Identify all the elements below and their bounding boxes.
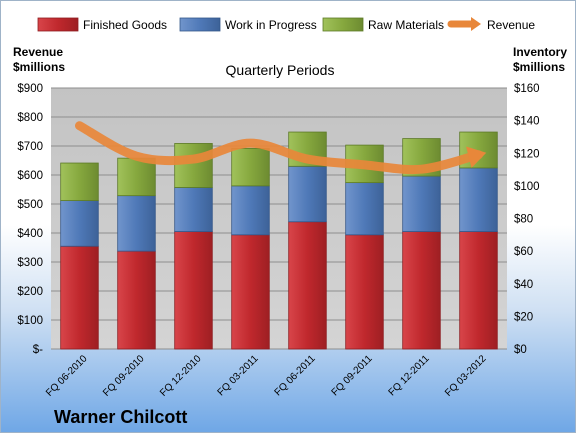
right-axis: $0 $20 $40 $60 $80 $100 $120 $140 $160 [514, 83, 540, 356]
x-tick-label: FQ 03-2011 [216, 353, 261, 398]
x-tick-label: FQ 09-2011 [330, 353, 375, 398]
left-axis-title-line1: Revenue [13, 45, 63, 59]
x-tick-label: FQ 12-2010 [158, 353, 204, 399]
left-tick-label: $700 [17, 141, 43, 153]
left-tick-label: $600 [17, 170, 43, 182]
x-tick-label: FQ 06-2011 [273, 353, 318, 398]
right-tick-label: $120 [514, 148, 540, 160]
legend-swatch-work-in-progress [179, 17, 221, 32]
bar-finished-goods [231, 234, 270, 350]
chart-title: Quarterly Periods [226, 62, 335, 78]
left-tick-label: $- [33, 344, 43, 356]
x-tick-label: FQ 03-2012 [443, 353, 489, 399]
left-tick-label: $400 [17, 228, 43, 240]
legend-label-work-in-progress: Work in Progress [225, 18, 317, 32]
bars [60, 131, 498, 350]
right-tick-label: $160 [514, 83, 540, 95]
bar-work-in-progress [345, 182, 384, 236]
legend-label-raw-materials: Raw Materials [368, 18, 444, 32]
revenue-line-path [75, 121, 483, 175]
x-tick-label: FQ 12-2011 [387, 353, 432, 398]
right-tick-label: $60 [514, 246, 533, 258]
right-axis-title-line2: $millions [513, 60, 565, 74]
left-tick-label: $300 [17, 257, 43, 269]
right-tick-label: $20 [514, 311, 533, 323]
left-axis-title-line2: $millions [13, 60, 65, 74]
left-tick-label: $100 [17, 315, 43, 327]
left-tick-label: $200 [17, 286, 43, 298]
left-axis: $- $100 $200 $300 $400 $500 $600 $700 $800 $900 [17, 83, 43, 356]
legend-label-finished-goods: Finished Goods [83, 18, 167, 32]
left-tick-label: $500 [17, 199, 43, 211]
left-tick-label: $900 [17, 83, 43, 95]
bar-finished-goods [174, 231, 213, 350]
x-axis: FQ 06-2010 FQ 09-2010 FQ 12-2010 FQ 03-2011… [44, 353, 489, 399]
bar-raw-materials [174, 143, 213, 188]
legend-swatch-finished-goods [37, 17, 79, 32]
right-tick-label: $40 [514, 279, 533, 291]
legend-label-revenue: Revenue [487, 18, 535, 32]
bar-finished-goods [459, 231, 498, 350]
bar-raw-materials [117, 157, 156, 197]
right-tick-label: $0 [514, 344, 527, 356]
company-name: Warner Chilcott [54, 407, 187, 427]
left-tick-label: $800 [17, 112, 43, 124]
legend-swatch-raw-materials [322, 17, 364, 32]
legend-swatch-revenue-arrowhead [471, 17, 481, 31]
bar-work-in-progress [174, 187, 213, 232]
bar-finished-goods [402, 231, 441, 350]
bar-raw-materials [231, 147, 270, 187]
revenue-line [75, 121, 487, 175]
bar-raw-materials [60, 162, 99, 201]
revenue-line-arrowhead [466, 146, 487, 168]
bar-work-in-progress [288, 165, 327, 223]
bar-work-in-progress [60, 200, 99, 247]
bar-work-in-progress [459, 167, 498, 232]
bar-finished-goods [117, 250, 156, 350]
bar-finished-goods [288, 221, 327, 350]
bar-work-in-progress [231, 185, 270, 236]
x-tick-label: FQ 09-2010 [101, 353, 147, 399]
bar-finished-goods [60, 245, 99, 350]
right-tick-label: $80 [514, 214, 533, 226]
right-axis-title-line1: Inventory [513, 45, 567, 59]
legend: Finished Goods Work in Progress Raw Mate… [37, 17, 535, 32]
bar-work-in-progress [117, 195, 156, 252]
right-tick-label: $140 [514, 116, 540, 128]
bar-finished-goods [345, 234, 384, 350]
right-tick-label: $100 [514, 181, 540, 193]
x-tick-label: FQ 06-2010 [44, 353, 90, 399]
bar-work-in-progress [402, 175, 441, 232]
